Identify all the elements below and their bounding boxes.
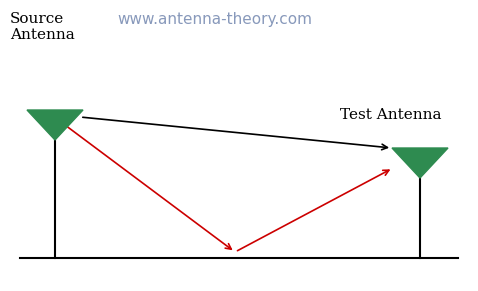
Text: Source
Antenna: Source Antenna <box>10 12 75 42</box>
Polygon shape <box>392 148 448 178</box>
Text: Test Antenna: Test Antenna <box>340 108 442 122</box>
Polygon shape <box>27 110 83 140</box>
Text: www.antenna-theory.com: www.antenna-theory.com <box>118 12 313 27</box>
